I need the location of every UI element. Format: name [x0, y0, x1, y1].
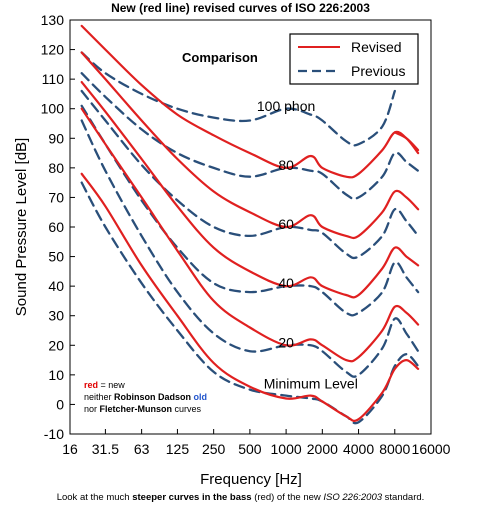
- curve-previous-20-phon: [80, 119, 420, 378]
- y-tick-label: 90: [48, 130, 64, 146]
- y-tick-label: 120: [41, 42, 65, 58]
- note-line3-pre: nor: [84, 404, 100, 414]
- curve-previous-80-phon: [80, 72, 420, 200]
- note-line1-rest: = new: [98, 380, 125, 390]
- curve-previous-100-phon: [80, 51, 396, 147]
- y-tick-label: 10: [48, 367, 64, 383]
- y-tick-label: 30: [48, 308, 64, 324]
- curve-revised-40-phon: [80, 81, 420, 299]
- note-line-3: nor Fletcher-Munson curves: [84, 403, 207, 415]
- x-tick-label: 2000: [307, 441, 338, 457]
- curve-label: Minimum Level: [264, 376, 358, 392]
- legend-label-revised: Revised: [351, 39, 402, 55]
- caption-italic: ISO 226:2003: [323, 492, 383, 503]
- curve-previous-40-phon: [80, 104, 420, 317]
- note-line2-pre: neither: [84, 392, 115, 402]
- caption-pre: Look at the much: [56, 492, 133, 503]
- curve-label: 40: [278, 275, 294, 291]
- comparison-annotation: Comparison: [182, 50, 258, 65]
- y-tick-label: -10: [44, 426, 64, 442]
- curve-revised-80-phon: [80, 24, 420, 179]
- note-line2-bold: Robinson Dadson: [114, 392, 192, 402]
- x-tick-label: 31.5: [92, 441, 119, 457]
- y-tick-label: 60: [48, 219, 64, 235]
- x-tick-label: 1000: [271, 441, 302, 457]
- legend-note: red = new neither Robinson Dadson old no…: [84, 379, 207, 415]
- y-tick-label: 80: [48, 160, 64, 176]
- x-tick-label: 63: [134, 441, 150, 457]
- curve-revised-minimum-level: [80, 172, 420, 422]
- legend: Revised Previous: [289, 33, 419, 85]
- legend-box: [289, 33, 419, 85]
- chart-title: New (red line) revised curves of ISO 226…: [111, 1, 370, 15]
- y-tick-label: 130: [41, 12, 65, 28]
- y-tick-label: 100: [41, 101, 65, 117]
- curve-label: 20: [278, 334, 294, 350]
- curve-label: 60: [278, 216, 294, 232]
- curve-revised-20-phon: [80, 107, 420, 363]
- x-tick-label: 4000: [343, 441, 374, 457]
- curve-previous-60-phon: [80, 89, 420, 260]
- y-tick-label: 70: [48, 189, 64, 205]
- curve-labels: 100 phon 80 60 40 20 Minimum Level: [257, 98, 358, 392]
- x-axis-title: Frequency [Hz]: [200, 471, 302, 488]
- x-tick-label: 16000: [412, 441, 451, 457]
- legend-label-previous: Previous: [351, 63, 405, 79]
- note-line3-post: curves: [172, 404, 202, 414]
- note-line-2: neither Robinson Dadson old: [84, 391, 207, 403]
- x-tick-label: 16: [62, 441, 78, 457]
- y-axis-title: Sound Pressure Level [dB]: [13, 138, 30, 316]
- y-tick-label: 40: [48, 278, 64, 294]
- note-old-word: old: [191, 392, 208, 402]
- y-tick-label: 110: [42, 71, 65, 87]
- x-tick-label: 125: [166, 441, 190, 457]
- x-tick-label: 500: [238, 441, 262, 457]
- curve-label: 80: [278, 157, 294, 173]
- caption: Look at the much steeper curves in the b…: [0, 492, 481, 503]
- y-tick-label: 0: [56, 396, 64, 412]
- note-red-word: red: [84, 380, 99, 390]
- caption-bold: steeper curves in the bass: [132, 492, 252, 503]
- curve-label: 100 phon: [257, 98, 315, 114]
- y-tick-label: 20: [48, 337, 64, 353]
- curve-revised-60-phon: [80, 51, 420, 240]
- curves: [80, 24, 420, 425]
- x-axis-ticks: 16 31.5 63 125 250 500 1000 2000 4000 8000 16000: [62, 429, 451, 457]
- note-line3-bold: Fletcher-Munson: [99, 404, 173, 414]
- y-tick-label: 50: [48, 249, 64, 265]
- x-tick-label: 250: [202, 441, 226, 457]
- caption-post: standard.: [382, 492, 425, 503]
- x-tick-label: 8000: [379, 441, 410, 457]
- caption-mid: (red) of the new: [251, 492, 324, 503]
- note-line-1: red = new: [84, 379, 207, 391]
